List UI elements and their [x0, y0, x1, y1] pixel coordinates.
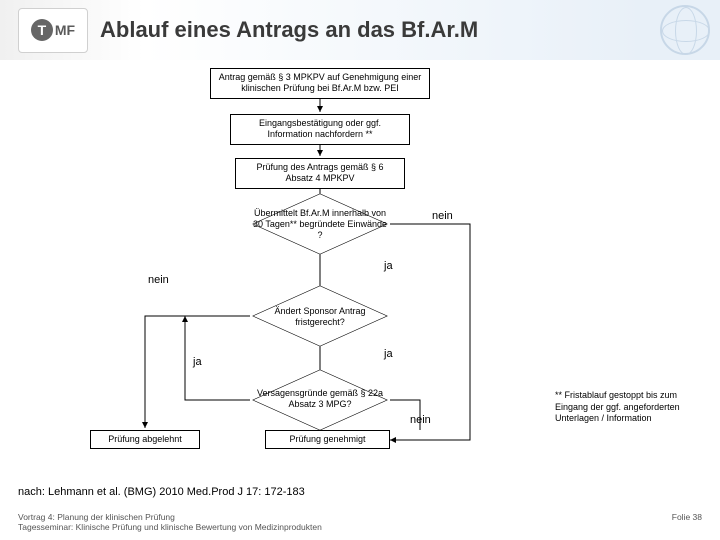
logo-letters-mf: MF	[55, 22, 75, 38]
source-citation: nach: Lehmann et al. (BMG) 2010 Med.Prod…	[18, 486, 305, 498]
box-abgelehnt: Prüfung abgelehnt	[90, 430, 200, 449]
label-ja-1: ja	[384, 260, 393, 272]
footer-left: Vortrag 4: Planung der klinischen Prüfun…	[18, 512, 322, 532]
slide-header: T MF Ablauf eines Antrags an das Bf.Ar.M	[0, 0, 720, 60]
box-eingang: Eingangsbestätigung oder ggf. Informatio…	[230, 114, 410, 145]
footnote: ** Fristablauf gestoppt bis zum Eingang …	[555, 390, 695, 425]
label-ja-3: ja	[193, 356, 202, 368]
slide-title: Ablauf eines Antrags an das Bf.Ar.M	[100, 17, 478, 43]
box-pruefung: Prüfung des Antrags gemäß § 6 Absatz 4 M…	[235, 158, 405, 189]
footer-line2: Tagesseminar: Klinische Prüfung und klin…	[18, 522, 322, 532]
diamond-sponsor-label: Ändert Sponsor Antrag fristgerecht?	[250, 306, 390, 328]
footer-line1: Vortrag 4: Planung der klinischen Prüfun…	[18, 512, 322, 522]
diamond-einwaende-label: Übermittelt Bf.Ar.M innerhalb von 30 Tag…	[250, 208, 390, 240]
slide-number: Folie 38	[672, 512, 702, 532]
box-antrag: Antrag gemäß § 3 MPKPV auf Genehmigung e…	[210, 68, 430, 99]
flowchart: Antrag gemäß § 3 MPKPV auf Genehmigung e…	[0, 60, 720, 490]
slide-footer: Vortrag 4: Planung der klinischen Prüfun…	[18, 512, 702, 532]
logo-letter-t: T	[31, 19, 53, 41]
diamond-versagen-label: Versagensgründe gemäß § 22a Absatz 3 MPG…	[250, 388, 390, 410]
label-nein-3: nein	[410, 414, 431, 426]
label-ja-2: ja	[384, 348, 393, 360]
tmf-logo: T MF	[18, 8, 88, 53]
box-genehmigt: Prüfung genehmigt	[265, 430, 390, 449]
label-nein-2: nein	[148, 274, 169, 286]
globe-icon	[660, 5, 710, 55]
label-nein-1: nein	[432, 210, 453, 222]
